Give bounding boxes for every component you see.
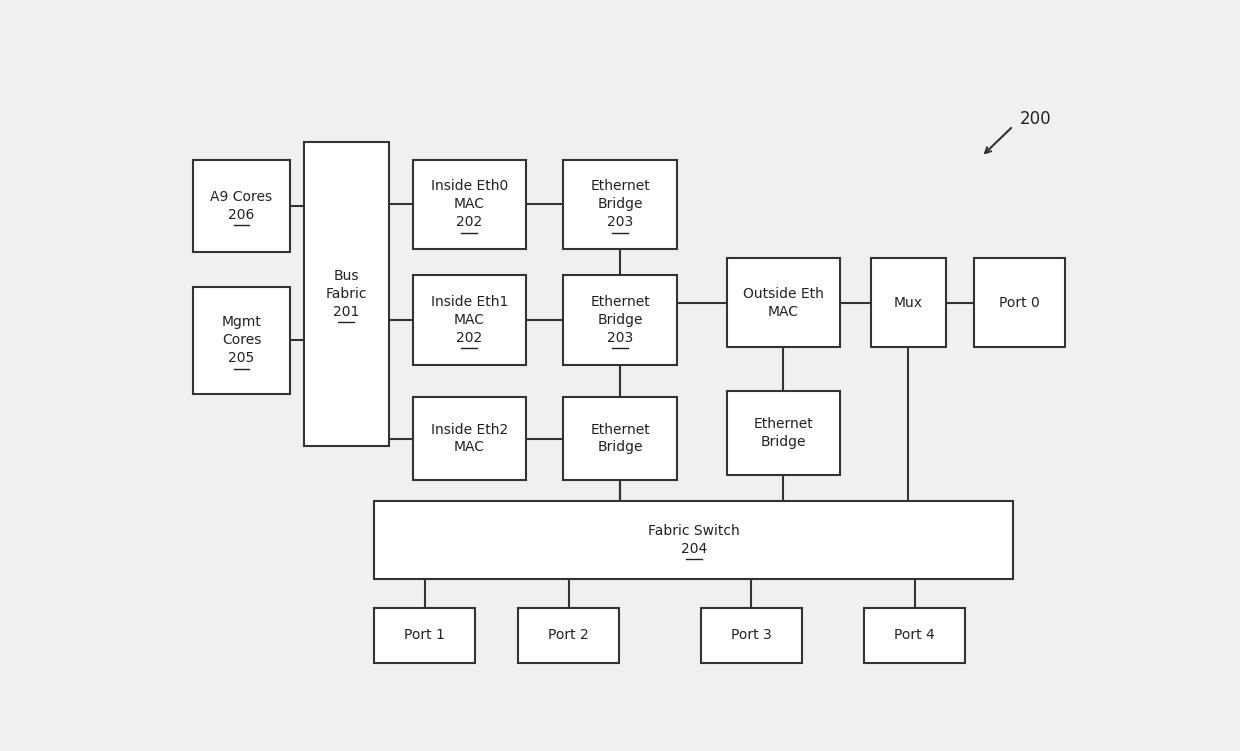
Text: Port 3: Port 3 — [730, 628, 771, 642]
Text: Ethernet: Ethernet — [590, 295, 650, 309]
Bar — [563, 159, 677, 249]
Bar — [413, 397, 526, 481]
Text: Bridge: Bridge — [761, 435, 806, 448]
Bar — [701, 608, 802, 662]
Bar — [304, 142, 388, 446]
Text: Fabric Switch: Fabric Switch — [647, 523, 739, 538]
Text: Fabric: Fabric — [325, 287, 367, 301]
Text: MAC: MAC — [454, 198, 485, 211]
Text: MAC: MAC — [454, 441, 485, 454]
Text: A9 Cores: A9 Cores — [211, 190, 273, 204]
Bar — [413, 159, 526, 249]
Bar — [193, 159, 290, 252]
Text: Bridge: Bridge — [598, 441, 642, 454]
Text: Port 4: Port 4 — [894, 628, 935, 642]
Bar — [864, 608, 965, 662]
Text: Ethernet: Ethernet — [590, 179, 650, 194]
Bar — [563, 275, 677, 365]
Text: 204: 204 — [681, 541, 707, 556]
Text: Inside Eth1: Inside Eth1 — [430, 295, 508, 309]
Text: 203: 203 — [608, 216, 634, 229]
Text: Mux: Mux — [894, 296, 923, 309]
Text: 205: 205 — [228, 351, 254, 365]
Bar — [973, 258, 1065, 348]
Text: Bridge: Bridge — [598, 198, 642, 211]
Text: Port 2: Port 2 — [548, 628, 589, 642]
Bar — [193, 287, 290, 394]
Bar — [413, 275, 526, 365]
Bar — [374, 501, 1013, 579]
Bar — [518, 608, 619, 662]
Text: Inside Eth0: Inside Eth0 — [430, 179, 508, 194]
Text: Port 1: Port 1 — [404, 628, 445, 642]
Bar — [727, 258, 841, 348]
Text: 203: 203 — [608, 331, 634, 345]
Bar — [563, 397, 677, 481]
Bar — [374, 608, 475, 662]
Text: Bridge: Bridge — [598, 313, 642, 327]
Text: Ethernet: Ethernet — [590, 423, 650, 436]
Text: 201: 201 — [334, 305, 360, 319]
Text: Port 0: Port 0 — [999, 296, 1040, 309]
Text: Cores: Cores — [222, 333, 262, 347]
Bar — [727, 391, 841, 475]
Bar — [870, 258, 946, 348]
Text: MAC: MAC — [454, 313, 485, 327]
Text: 206: 206 — [228, 208, 254, 222]
Text: MAC: MAC — [768, 305, 799, 318]
Text: Mgmt: Mgmt — [222, 315, 262, 329]
Text: 202: 202 — [456, 216, 482, 229]
Text: 200: 200 — [1019, 110, 1052, 128]
Text: 202: 202 — [456, 331, 482, 345]
Text: Bus: Bus — [334, 269, 360, 283]
Text: Inside Eth2: Inside Eth2 — [430, 423, 508, 436]
Text: Ethernet: Ethernet — [754, 417, 813, 431]
Text: Outside Eth: Outside Eth — [743, 287, 823, 300]
